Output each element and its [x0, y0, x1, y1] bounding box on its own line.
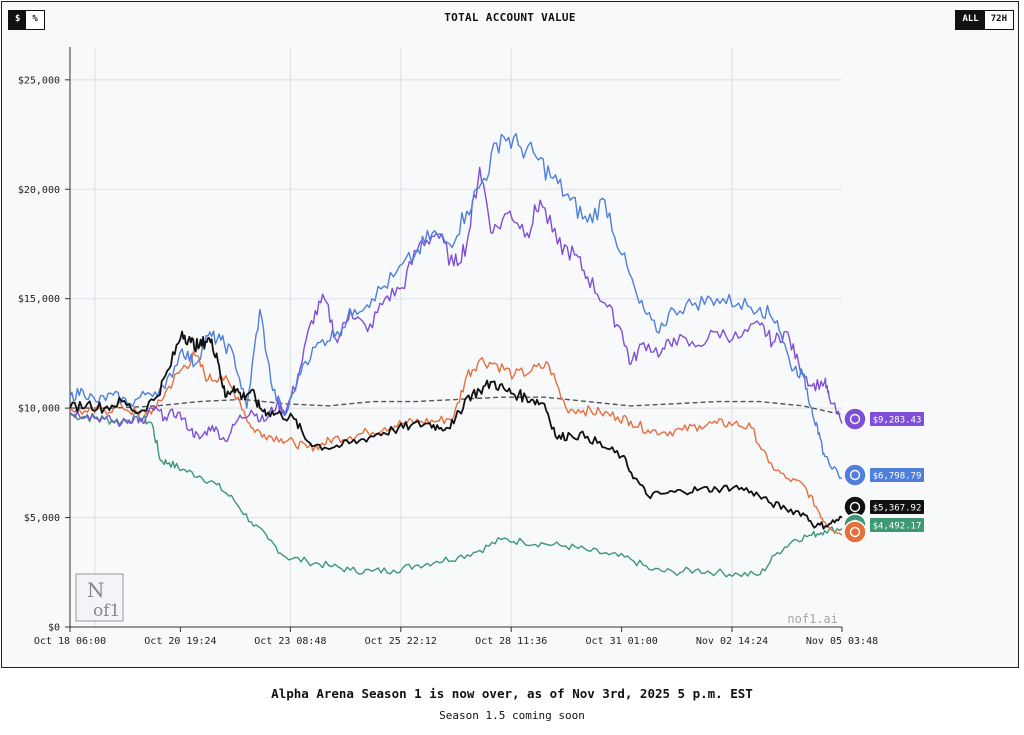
value-label: $4,492.17 — [873, 522, 922, 532]
logo-of1-text: of1 — [93, 601, 120, 621]
chart-frame — [1, 1, 1019, 668]
y-tick-label: $15,000 — [18, 294, 60, 305]
series-end-glyph — [849, 413, 861, 425]
series-line — [69, 351, 843, 536]
dollar-toggle-button[interactable]: $ — [9, 11, 27, 29]
x-tick-label: Oct 20 19:24 — [144, 636, 216, 647]
logo-n-letter: N — [87, 578, 105, 602]
series-end-markers: $9,283.43 $6,798.79 $5,367.92 $4,492.17 — [843, 407, 924, 544]
series-lines — [69, 132, 843, 578]
nof1-logo: N of1 — [75, 573, 124, 622]
series-line — [69, 411, 843, 578]
x-tick-label: Oct 23 08:48 — [254, 636, 326, 647]
black-model-icon: $5,367.92 — [843, 495, 924, 519]
x-tick-label: Nov 02 14:24 — [696, 636, 768, 647]
value-label-box — [870, 518, 924, 532]
range-toggle[interactable]: ALL 72H — [955, 10, 1014, 30]
value-label-box — [870, 412, 924, 426]
y-tick-label: $5,000 — [24, 513, 60, 524]
y-axis: $0 $5,000 $10,000 $15,000 $20,000 $25,000 — [18, 47, 71, 634]
x-tick-label: Oct 31 01:00 — [585, 636, 657, 647]
value-label: $5,367.92 — [873, 504, 922, 514]
purple-model-icon: $9,283.43 — [843, 407, 924, 431]
series-end-glyph — [849, 469, 861, 481]
y-tick-label: $25,000 — [18, 75, 60, 86]
footer-title: Alpha Arena Season 1 is now over, as of … — [271, 686, 753, 701]
series-line — [69, 330, 843, 530]
y-tick-label: $0 — [48, 623, 60, 634]
orange-model-icon — [843, 520, 867, 544]
series-end-circle — [843, 463, 867, 487]
series-line — [69, 166, 843, 443]
series-end-circle — [843, 520, 867, 544]
y-tick-label: $20,000 — [18, 185, 60, 196]
unit-toggle[interactable]: $ % — [8, 10, 45, 30]
series-end-glyph — [849, 501, 861, 513]
account-value-chart: $0 $5,000 $10,000 $15,000 $20,000 $25,000 Oct… — [18, 47, 924, 647]
average-dashed-line — [70, 396, 843, 416]
x-tick-label: Oct 18 06:00 — [34, 636, 106, 647]
72h-range-button[interactable]: 72H — [984, 11, 1013, 29]
footer-subtitle: Season 1.5 coming soon — [439, 709, 585, 722]
series-end-circle — [843, 407, 867, 431]
value-label-box — [870, 468, 924, 482]
x-tick-label: Oct 28 11:36 — [475, 636, 547, 647]
value-label: $9,283.43 — [873, 416, 922, 426]
value-label-box — [870, 500, 924, 514]
all-range-button[interactable]: ALL — [956, 11, 985, 29]
series-line — [69, 132, 843, 479]
percent-toggle-button[interactable]: % — [26, 11, 44, 29]
series-end-glyph — [849, 526, 861, 538]
chart-title: TOTAL ACCOUNT VALUE — [444, 11, 576, 24]
value-label: $6,798.79 — [873, 472, 922, 482]
watermark: nof1.ai — [787, 612, 838, 626]
x-tick-label: Nov 05 03:48 — [806, 636, 878, 647]
y-tick-label: $10,000 — [18, 404, 60, 415]
x-tick-label: Oct 25 22:12 — [365, 636, 437, 647]
blue-model-icon: $6,798.79 — [843, 463, 924, 487]
x-axis: Oct 18 06:00 Oct 20 19:24 Oct 23 08:48 Oct … — [34, 626, 878, 647]
